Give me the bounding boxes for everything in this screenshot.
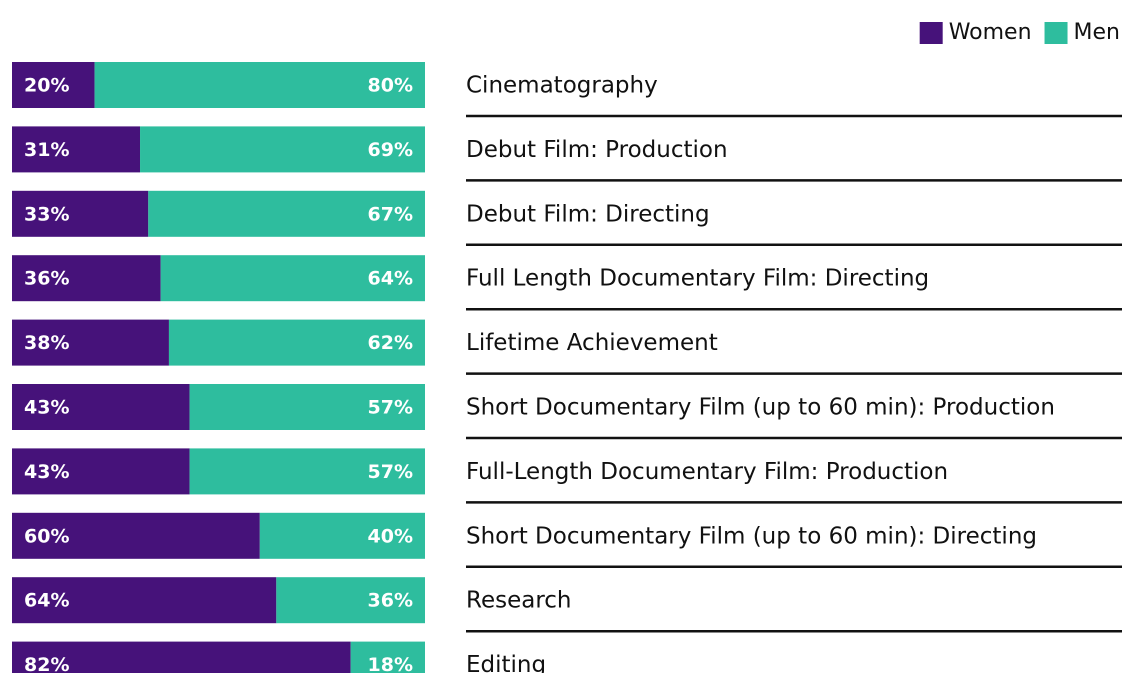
- bar-segment: [12, 255, 161, 302]
- legend-label: Men: [1074, 20, 1120, 45]
- bar-segment: [12, 448, 190, 495]
- category-label: Cinematography: [466, 73, 658, 99]
- value-label: 64%: [24, 590, 69, 612]
- bar-segment: [189, 384, 425, 430]
- category-label: Debut Film: Directing: [466, 201, 710, 227]
- value-label: 36%: [24, 268, 69, 290]
- value-label: 36%: [368, 590, 413, 612]
- category-label: Full-Length Documentary Film: Production: [466, 459, 948, 485]
- bar-segment: [12, 62, 95, 108]
- value-label: 80%: [368, 75, 413, 97]
- value-label: 62%: [368, 332, 413, 354]
- bar-segment: [12, 126, 141, 173]
- value-label: 69%: [368, 139, 413, 161]
- bar-segment: [12, 384, 190, 430]
- category-label: Lifetime Achievement: [466, 330, 718, 356]
- category-label: Short Documentary Film (up to 60 min): D…: [466, 523, 1037, 549]
- value-label: 18%: [368, 654, 413, 673]
- bar-segment: [12, 319, 169, 366]
- bar-segment: [259, 512, 425, 559]
- bar-segment: [168, 319, 425, 366]
- bar-segment: [94, 62, 425, 108]
- value-label: 43%: [24, 397, 69, 419]
- category-label: Short Documentary Film (up to 60 min): P…: [466, 395, 1055, 421]
- value-label: 38%: [24, 332, 69, 354]
- value-label: 57%: [368, 397, 413, 419]
- value-label: 60%: [24, 525, 69, 547]
- value-label: 40%: [368, 525, 413, 547]
- bar-segment: [12, 512, 260, 559]
- bar-segment: [350, 641, 425, 673]
- value-label: 57%: [368, 461, 413, 483]
- category-label: Debut Film: Production: [466, 137, 728, 163]
- bar-segment: [189, 448, 425, 495]
- value-label: 33%: [24, 203, 69, 225]
- legend-swatch: [919, 22, 943, 44]
- value-label: 20%: [24, 75, 69, 97]
- value-label: 82%: [24, 654, 69, 673]
- legend-swatch: [1044, 22, 1068, 44]
- value-label: 64%: [368, 268, 413, 290]
- bar-segment: [12, 577, 277, 624]
- value-label: 31%: [24, 139, 69, 161]
- bar-segment: [12, 190, 149, 237]
- bar-segment: [12, 641, 351, 673]
- legend-label: Women: [949, 20, 1032, 45]
- bar-segment: [140, 126, 425, 173]
- bar-segment: [276, 577, 425, 624]
- bar-segment: [148, 190, 426, 237]
- value-label: 43%: [24, 461, 69, 483]
- category-label: Research: [466, 588, 572, 614]
- value-label: 67%: [368, 203, 413, 225]
- bar-segment: [160, 255, 425, 302]
- category-label: Full Length Documentary Film: Directing: [466, 266, 929, 292]
- category-label: Editing: [466, 652, 546, 673]
